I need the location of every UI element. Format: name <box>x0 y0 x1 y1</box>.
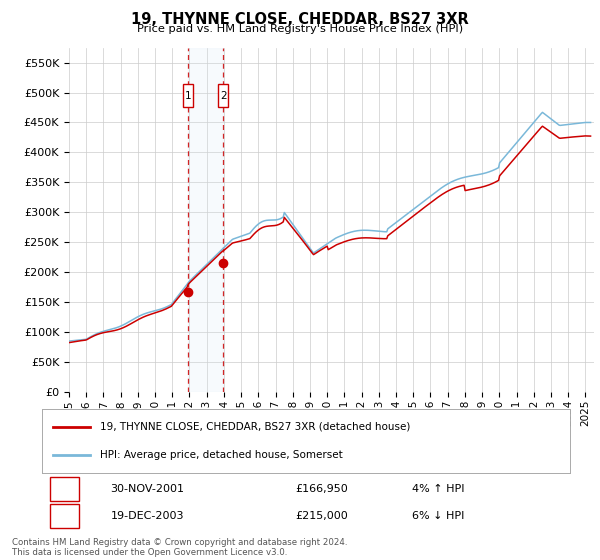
Text: £215,000: £215,000 <box>295 511 348 521</box>
Text: 30-NOV-2001: 30-NOV-2001 <box>110 484 185 494</box>
Text: Price paid vs. HM Land Registry's House Price Index (HPI): Price paid vs. HM Land Registry's House … <box>137 24 463 34</box>
Text: £166,950: £166,950 <box>295 484 348 494</box>
Text: 19, THYNNE CLOSE, CHEDDAR, BS27 3XR: 19, THYNNE CLOSE, CHEDDAR, BS27 3XR <box>131 12 469 27</box>
FancyBboxPatch shape <box>50 504 79 528</box>
Text: 2: 2 <box>61 511 68 521</box>
Text: Contains HM Land Registry data © Crown copyright and database right 2024.
This d: Contains HM Land Registry data © Crown c… <box>12 538 347 557</box>
Text: 19, THYNNE CLOSE, CHEDDAR, BS27 3XR (detached house): 19, THYNNE CLOSE, CHEDDAR, BS27 3XR (det… <box>100 422 410 432</box>
Text: 4% ↑ HPI: 4% ↑ HPI <box>412 484 464 494</box>
Text: 19-DEC-2003: 19-DEC-2003 <box>110 511 184 521</box>
Text: 2: 2 <box>220 91 227 100</box>
FancyBboxPatch shape <box>184 84 193 107</box>
Text: 1: 1 <box>61 484 68 494</box>
Text: 1: 1 <box>185 91 191 100</box>
FancyBboxPatch shape <box>218 84 228 107</box>
Text: HPI: Average price, detached house, Somerset: HPI: Average price, detached house, Some… <box>100 450 343 460</box>
Bar <box>188 48 223 392</box>
FancyBboxPatch shape <box>50 477 79 501</box>
Text: 6% ↓ HPI: 6% ↓ HPI <box>412 511 464 521</box>
